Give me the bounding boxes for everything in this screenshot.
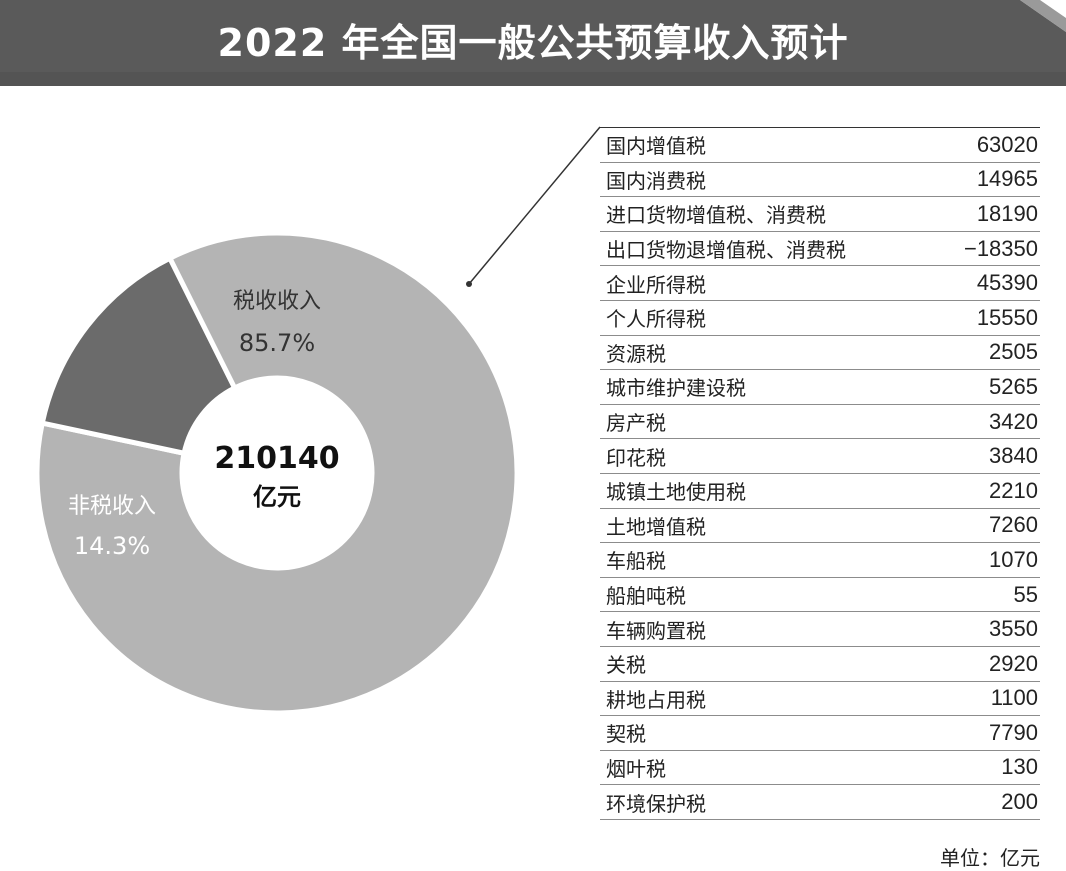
tax-amount-value: 3550 xyxy=(989,616,1038,642)
table-row: 烟叶税 130 xyxy=(600,751,1040,786)
tax-type-label: 船舶吨税 xyxy=(606,584,686,609)
tax-amount-value: 7260 xyxy=(989,512,1038,538)
tax-amount-value: 18190 xyxy=(976,200,1038,226)
tax-type-label: 耕地占用税 xyxy=(606,687,706,712)
table-row: 出口货物退增值税、消费税 −18350 xyxy=(600,232,1040,267)
slice-pct-tax: 85.7% xyxy=(239,329,315,357)
table-row: 进口货物增值税、消费税 18190 xyxy=(600,197,1040,232)
tax-type-label: 国内消费税 xyxy=(606,168,706,193)
tax-amount-value: 1070 xyxy=(989,546,1038,572)
tax-type-label: 车辆购置税 xyxy=(606,618,706,643)
table-row: 船舶吨税 55 xyxy=(600,578,1040,613)
tax-revenue-table: 国内增值税 63020 国内消费税 14965 进口货物增值税、消费税 18190 出口货物… xyxy=(600,127,1040,820)
tax-amount-value: 7790 xyxy=(989,719,1038,745)
tax-amount-value: −18350 xyxy=(963,235,1038,261)
table-row: 城市维护建设税 5265 xyxy=(600,370,1040,405)
table-row: 环境保护税 200 xyxy=(600,785,1040,820)
unit-note: 单位：亿元 xyxy=(940,846,1040,870)
pie-slice-non-tax xyxy=(39,254,238,457)
table-row: 国内增值税 63020 xyxy=(600,128,1040,163)
tax-amount-value: 63020 xyxy=(976,131,1038,157)
tax-amount-value: 200 xyxy=(1001,789,1038,815)
banner-shape xyxy=(0,0,1066,86)
center-total-unit: 亿元 xyxy=(253,483,301,511)
table-row: 车辆购置税 3550 xyxy=(600,612,1040,647)
tax-amount-value: 3840 xyxy=(989,443,1038,469)
tax-type-label: 契税 xyxy=(606,722,646,747)
table-row: 资源税 2505 xyxy=(600,336,1040,371)
tax-type-label: 城镇土地使用税 xyxy=(606,480,746,505)
slice-label-non-tax: 非税收入 xyxy=(68,494,156,519)
table-row: 印花税 3840 xyxy=(600,439,1040,474)
tax-type-label: 城市维护建设税 xyxy=(606,376,746,401)
center-total-value: 210140 xyxy=(214,441,339,476)
table-row: 个人所得税 15550 xyxy=(600,301,1040,336)
tax-amount-value: 55 xyxy=(1013,581,1038,607)
donut-chart: 税收收入 85.7% 非税收入 14.3% 210140 亿元 xyxy=(34,230,520,716)
table-row: 企业所得税 45390 xyxy=(600,266,1040,301)
pie-slice-tax xyxy=(34,230,520,716)
tax-type-label: 个人所得税 xyxy=(606,307,706,332)
tax-type-label: 国内增值税 xyxy=(606,134,706,159)
tax-amount-value: 130 xyxy=(1001,754,1038,780)
table-row: 国内消费税 14965 xyxy=(600,163,1040,198)
tax-type-label: 关税 xyxy=(606,653,646,678)
table-row: 城镇土地使用税 2210 xyxy=(600,474,1040,509)
tax-amount-value: 3420 xyxy=(989,408,1038,434)
tax-amount-value: 2920 xyxy=(989,650,1038,676)
tax-amount-value: 14965 xyxy=(976,166,1038,192)
tax-type-label: 进口货物增值税、消费税 xyxy=(606,203,826,228)
tax-type-label: 土地增值税 xyxy=(606,514,706,539)
table-row: 耕地占用税 1100 xyxy=(600,682,1040,717)
tax-amount-value: 2210 xyxy=(989,477,1038,503)
leader-line xyxy=(468,126,601,285)
title-banner: 2022 年全国一般公共预算收入预计 xyxy=(0,0,1066,86)
tax-type-label: 烟叶税 xyxy=(606,756,666,781)
table-row: 契税 7790 xyxy=(600,716,1040,751)
table-row: 房产税 3420 xyxy=(600,405,1040,440)
tax-amount-value: 15550 xyxy=(976,304,1038,330)
tax-type-label: 资源税 xyxy=(606,341,666,366)
tax-amount-value: 1100 xyxy=(990,685,1038,711)
slice-label-tax: 税收收入 xyxy=(233,289,321,314)
table-row: 车船税 1070 xyxy=(600,543,1040,578)
tax-type-label: 出口货物退增值税、消费税 xyxy=(606,238,846,263)
tax-type-label: 企业所得税 xyxy=(606,272,706,297)
table-row: 关税 2920 xyxy=(600,647,1040,682)
tax-type-label: 环境保护税 xyxy=(606,791,706,816)
table-row: 土地增值税 7260 xyxy=(600,509,1040,544)
slice-pct-non-tax: 14.3% xyxy=(74,532,150,560)
tax-amount-value: 45390 xyxy=(976,270,1038,296)
tax-type-label: 印花税 xyxy=(606,445,666,470)
leader-dot xyxy=(466,281,472,287)
tax-amount-value: 2505 xyxy=(989,339,1038,365)
tax-type-label: 房产税 xyxy=(606,411,666,436)
tax-amount-value: 5265 xyxy=(989,373,1038,399)
tax-type-label: 车船税 xyxy=(606,549,666,574)
chart-title: 2022 年全国一般公共预算收入预计 xyxy=(217,21,849,65)
